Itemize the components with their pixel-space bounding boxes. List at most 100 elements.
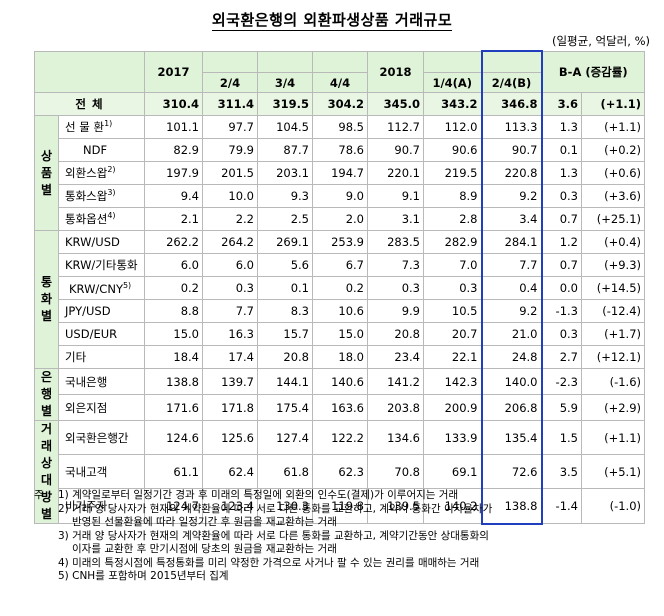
value-cell: 90.7 xyxy=(480,138,543,162)
row-label: 외환스왑2) xyxy=(58,161,145,185)
change-rate: (+1.1) xyxy=(580,92,646,116)
value-cell: -1.3 xyxy=(541,299,582,323)
row-label: NDF xyxy=(58,138,145,162)
value-cell: 98.5 xyxy=(312,115,368,139)
change-rate: (+9.3) xyxy=(580,253,646,277)
value-cell: 130.3 xyxy=(257,488,313,524)
value-cell: 139.7 xyxy=(202,368,258,395)
value-cell: 140.6 xyxy=(312,368,368,395)
value-cell: -1.4 xyxy=(541,488,582,524)
value-cell: 0.3 xyxy=(541,322,582,346)
footnote-text: 5) CNH를 포함하며 2015년부터 집계 xyxy=(58,570,229,582)
change-rate: (+0.4) xyxy=(580,230,646,254)
value-cell: 6.0 xyxy=(202,253,258,277)
value-cell: 304.2 xyxy=(312,92,368,116)
footnote-prefix xyxy=(34,503,58,517)
value-cell: 61.8 xyxy=(257,454,313,490)
row-label-text: 통화옵션 xyxy=(65,212,108,226)
row-label-text: 비거주자 xyxy=(65,499,108,514)
table-row: 통화스왑3) 9.4 10.0 9.3 9.0 9.1 8.9 9.2 0.3 (+3.6) xyxy=(35,184,646,208)
row-label-text: JPY/USD xyxy=(65,304,111,318)
value-cell: 206.8 xyxy=(480,394,543,421)
value-cell: 200.9 xyxy=(423,394,482,421)
table-row: 외은지점 171.6 171.8 175.4 163.6 203.8 200.9 206.8 5… xyxy=(35,394,646,421)
value-cell: 104.5 xyxy=(257,115,313,139)
value-cell: 0.2 xyxy=(312,276,368,300)
value-cell: 123.4 xyxy=(202,488,258,524)
table-row: 외환스왑2) 197.9 201.5 203.1 194.7 220.1 219.5 220.… xyxy=(35,161,646,185)
row-label: 국내고객 xyxy=(58,454,145,490)
row-label-text: 외환스왑 xyxy=(65,166,108,180)
value-cell: 20.7 xyxy=(423,322,482,346)
value-cell: 253.9 xyxy=(312,230,368,254)
value-cell: 2.7 xyxy=(541,345,582,369)
value-cell: 1.2 xyxy=(541,230,582,254)
footnote-line: 이자를 교환한 후 만기시점에 당초의 원금을 재교환하는 거래 xyxy=(34,543,654,557)
value-cell: 9.2 xyxy=(480,184,543,208)
footnote-line: 4) 미래의 특정시점에 특정통화를 미리 약정한 가격으로 사거나 팔 수 있… xyxy=(34,557,654,571)
value-cell: 62.3 xyxy=(312,454,368,490)
value-cell: 346.8 xyxy=(480,92,543,116)
value-cell: 8.8 xyxy=(144,299,203,323)
value-cell: 264.2 xyxy=(202,230,258,254)
page-title: 외국환은행의 외환파생상품 거래규모 xyxy=(211,11,453,31)
footnote-prefix xyxy=(34,543,58,557)
value-cell: 1.3 xyxy=(541,115,582,139)
value-cell: 0.7 xyxy=(541,253,582,277)
row-label-text: 국내고객 xyxy=(65,464,108,479)
footnote-prefix xyxy=(34,570,58,584)
value-cell: 15.0 xyxy=(144,322,203,346)
change-rate: (+0.2) xyxy=(580,138,646,162)
value-cell: 282.9 xyxy=(423,230,482,254)
value-cell: 10.5 xyxy=(423,299,482,323)
value-cell: 135.4 xyxy=(480,419,543,456)
footnote-line: 5) CNH를 포함하며 2015년부터 집계 xyxy=(34,570,654,584)
footnote-text: 3) 거래 양 당사자가 현재의 계약환율에 따라 서로 다른 통화를 교환하고… xyxy=(58,529,489,542)
value-cell: 310.4 xyxy=(144,92,203,116)
value-cell: 125.6 xyxy=(202,419,258,456)
value-cell: 0.3 xyxy=(367,276,424,300)
footnote-ref: 4) xyxy=(107,211,116,221)
value-cell: 0.7 xyxy=(541,207,582,231)
row-label: 외은지점 xyxy=(58,394,145,421)
header-quarter: 3/4 xyxy=(257,72,313,93)
value-cell: 8.3 xyxy=(257,299,313,323)
header-quarter-a: 1/4(A) xyxy=(423,72,482,93)
value-cell: 112.0 xyxy=(423,115,482,139)
value-cell: 1.3 xyxy=(541,161,582,185)
value-cell: 9.9 xyxy=(367,299,424,323)
change-rate: (+1.1) xyxy=(580,419,646,456)
row-label-text: 국내은행 xyxy=(65,374,108,389)
value-cell: 18.0 xyxy=(312,345,368,369)
value-cell: 171.6 xyxy=(144,394,203,421)
footnote-line: 2) 거래 양 당사자가 현재의 계약환율에 따라 서로 다른 통화를 교환하고… xyxy=(34,503,654,517)
value-cell: 113.3 xyxy=(480,115,543,139)
value-cell: 10.0 xyxy=(202,184,258,208)
table-row: KRW/CNY5) 0.2 0.3 0.1 0.2 0.3 0.3 0.4 0.0 (+14.5) xyxy=(35,276,646,300)
value-cell: 18.4 xyxy=(144,345,203,369)
change-rate: (-1.6) xyxy=(580,368,646,395)
value-cell: 171.8 xyxy=(202,394,258,421)
row-label-text: 통화스왑 xyxy=(65,189,108,203)
value-cell: 6.0 xyxy=(144,253,203,277)
footnote-prefix xyxy=(34,530,58,544)
value-cell: 175.4 xyxy=(257,394,313,421)
value-cell: 70.8 xyxy=(367,454,424,490)
header-year-2018: 2018 xyxy=(367,50,424,93)
footnote-line: 반영된 선물환율에 따라 일정기간 후 원금을 재교환하는 거래 xyxy=(34,516,654,530)
value-cell: 194.7 xyxy=(312,161,368,185)
value-cell: 144.1 xyxy=(257,368,313,395)
value-cell: 2.2 xyxy=(202,207,258,231)
header-blank xyxy=(312,50,368,73)
table-row: 통화옵션4) 2.1 2.2 2.5 2.0 3.1 2.8 3.4 0.7 (+25.1) xyxy=(35,207,646,231)
row-label: 통화옵션4) xyxy=(58,207,145,231)
value-cell: 9.3 xyxy=(257,184,313,208)
change-rate: (+3.6) xyxy=(580,184,646,208)
value-cell: 78.6 xyxy=(312,138,368,162)
value-cell: 220.1 xyxy=(367,161,424,185)
value-cell: 138.8 xyxy=(144,368,203,395)
value-cell: 7.7 xyxy=(202,299,258,323)
